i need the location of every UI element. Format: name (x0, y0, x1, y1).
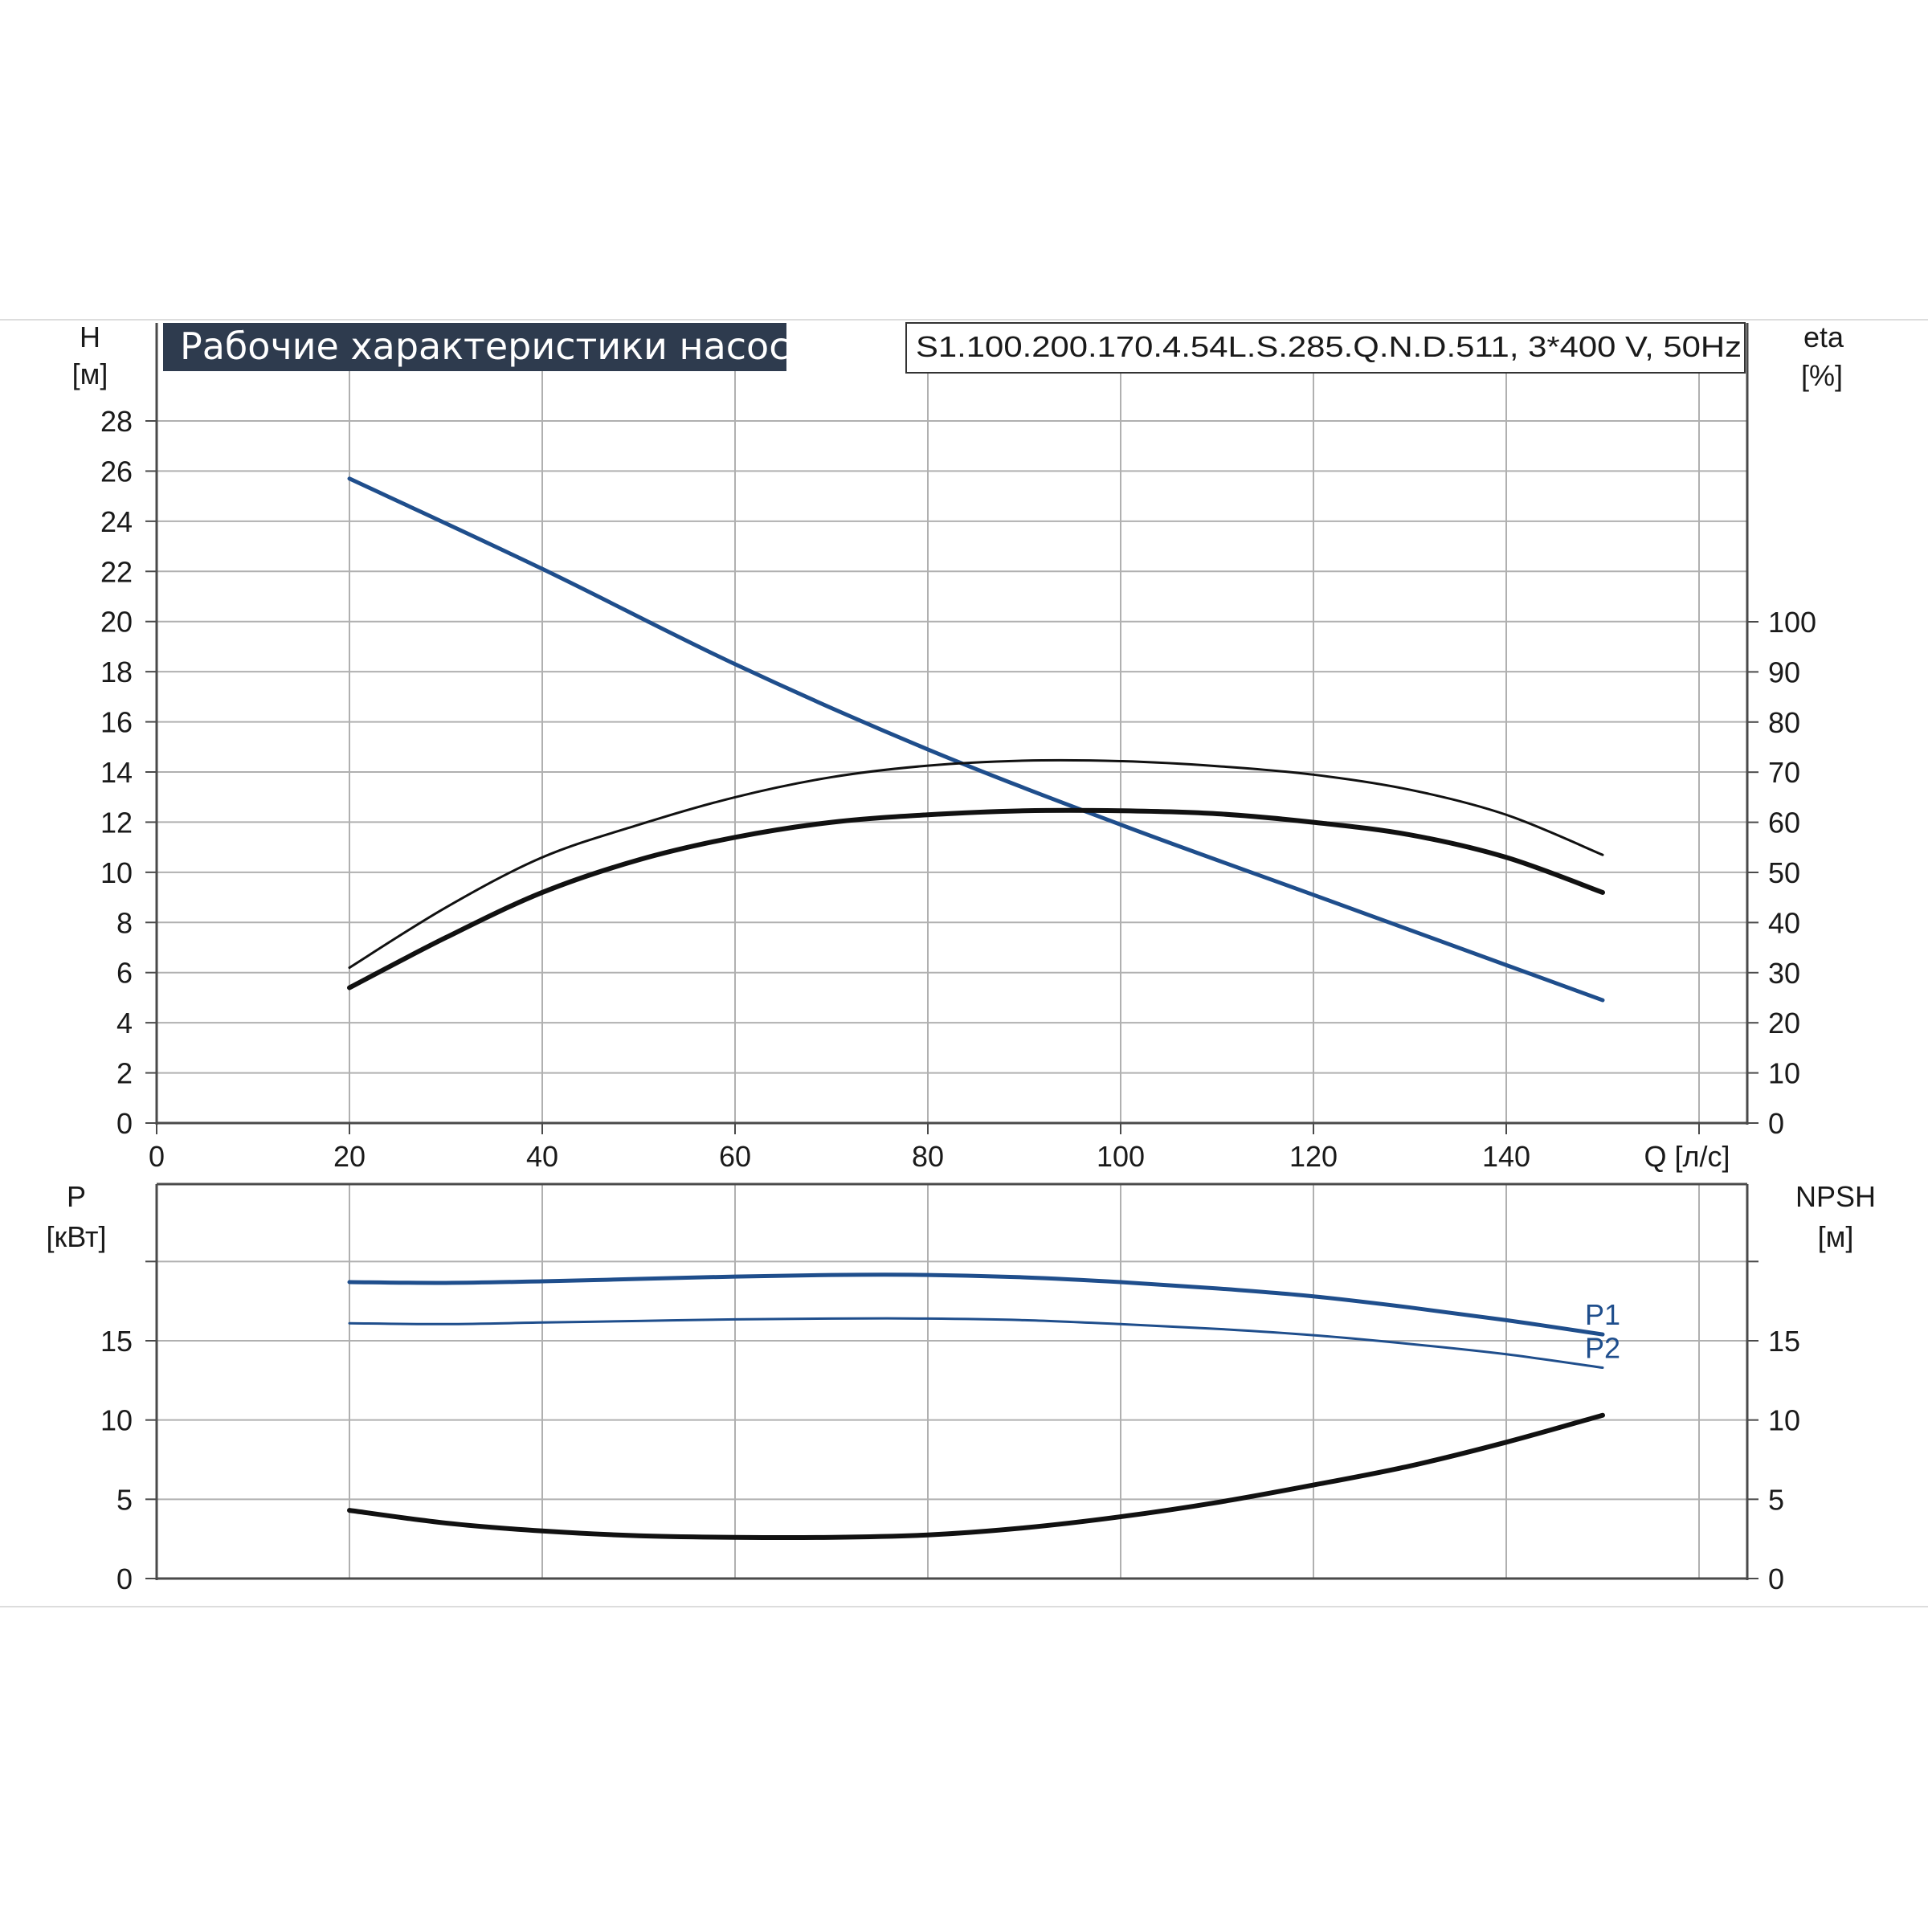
npsh-curve (347, 1412, 1605, 1541)
p-tick-label: 10 (100, 1404, 133, 1437)
npsh-tick-label: 0 (1768, 1562, 1784, 1595)
bottom-panel-grid (145, 1182, 1758, 1580)
npsh-axis-label: NPSH (1795, 1180, 1876, 1213)
h-axis-label: H (80, 321, 100, 353)
tick-labels: 0246810121416182022242628010203040506070… (100, 405, 1816, 1595)
x-tick-label: 0 (149, 1140, 165, 1173)
h-tick-label: 22 (100, 555, 133, 588)
npsh-tick-label: 15 (1768, 1325, 1800, 1358)
eta-axis-label: eta (1803, 321, 1844, 353)
eta-thick-curve (347, 807, 1605, 991)
eta-tick-label: 90 (1768, 656, 1800, 688)
p-tick-label: 0 (116, 1562, 133, 1595)
eta-tick-label: 70 (1768, 756, 1800, 789)
h-tick-label: 28 (100, 405, 133, 438)
p1-label: P1 (1585, 1298, 1620, 1331)
npsh-tick-label: 10 (1768, 1404, 1800, 1437)
h-tick-label: 4 (116, 1007, 133, 1040)
x-axis-label: Q [л/с] (1644, 1140, 1730, 1173)
eta-tick-label: 50 (1768, 856, 1800, 889)
h-tick-label: 20 (100, 606, 133, 639)
h-tick-label: 12 (100, 806, 133, 839)
eta-tick-label: 100 (1768, 606, 1816, 639)
h-tick-label: 16 (100, 706, 133, 739)
x-tick-label: 120 (1289, 1140, 1338, 1173)
h-tick-label: 18 (100, 656, 133, 688)
eta-tick-label: 10 (1768, 1057, 1800, 1090)
p-tick-label: 5 (116, 1483, 133, 1516)
h-tick-label: 10 (100, 856, 133, 889)
npsh-tick-label: 5 (1768, 1483, 1784, 1516)
head-curve (347, 476, 1605, 1003)
p2-label: P2 (1585, 1332, 1620, 1365)
p-tick-label: 15 (100, 1325, 133, 1358)
x-tick-label: 140 (1482, 1140, 1530, 1173)
model-designation: S1.100.200.170.4.54L.S.285.Q.N.D.511, 3*… (916, 330, 1742, 363)
x-tick-label: 20 (333, 1140, 366, 1173)
eta-tick-label: 20 (1768, 1007, 1800, 1040)
h-tick-label: 6 (116, 957, 133, 990)
x-tick-label: 60 (719, 1140, 751, 1173)
h-axis-unit: [м] (72, 357, 108, 390)
title-box (163, 323, 786, 371)
eta-tick-label: 0 (1768, 1107, 1784, 1140)
eta-tick-label: 30 (1768, 957, 1800, 990)
model-box (905, 322, 1746, 374)
p-axis-label: P (67, 1180, 86, 1213)
h-tick-label: 24 (100, 505, 133, 538)
p1-curve (347, 1272, 1605, 1337)
h-tick-label: 0 (116, 1107, 133, 1140)
npsh-axis-unit: [м] (1818, 1220, 1854, 1253)
eta-axis-unit: [%] (1801, 359, 1843, 392)
h-tick-label: 26 (100, 455, 133, 488)
x-tick-label: 40 (526, 1140, 558, 1173)
eta-tick-label: 80 (1768, 706, 1800, 739)
chart-title: Рабочие характеристики насоса (180, 325, 812, 368)
top-panel-curves (347, 476, 1605, 1003)
h-tick-label: 2 (116, 1057, 133, 1090)
top-panel-grid (145, 323, 1758, 1134)
x-tick-label: 80 (912, 1140, 944, 1173)
x-tick-label: 100 (1097, 1140, 1145, 1173)
eta-thin-curve (348, 758, 1604, 970)
p-axis-unit: [кВт] (46, 1220, 106, 1253)
eta-tick-label: 40 (1768, 906, 1800, 939)
eta-tick-label: 60 (1768, 807, 1800, 839)
p2-curve (348, 1317, 1604, 1370)
h-tick-label: 8 (116, 906, 133, 939)
h-tick-label: 14 (100, 756, 133, 789)
